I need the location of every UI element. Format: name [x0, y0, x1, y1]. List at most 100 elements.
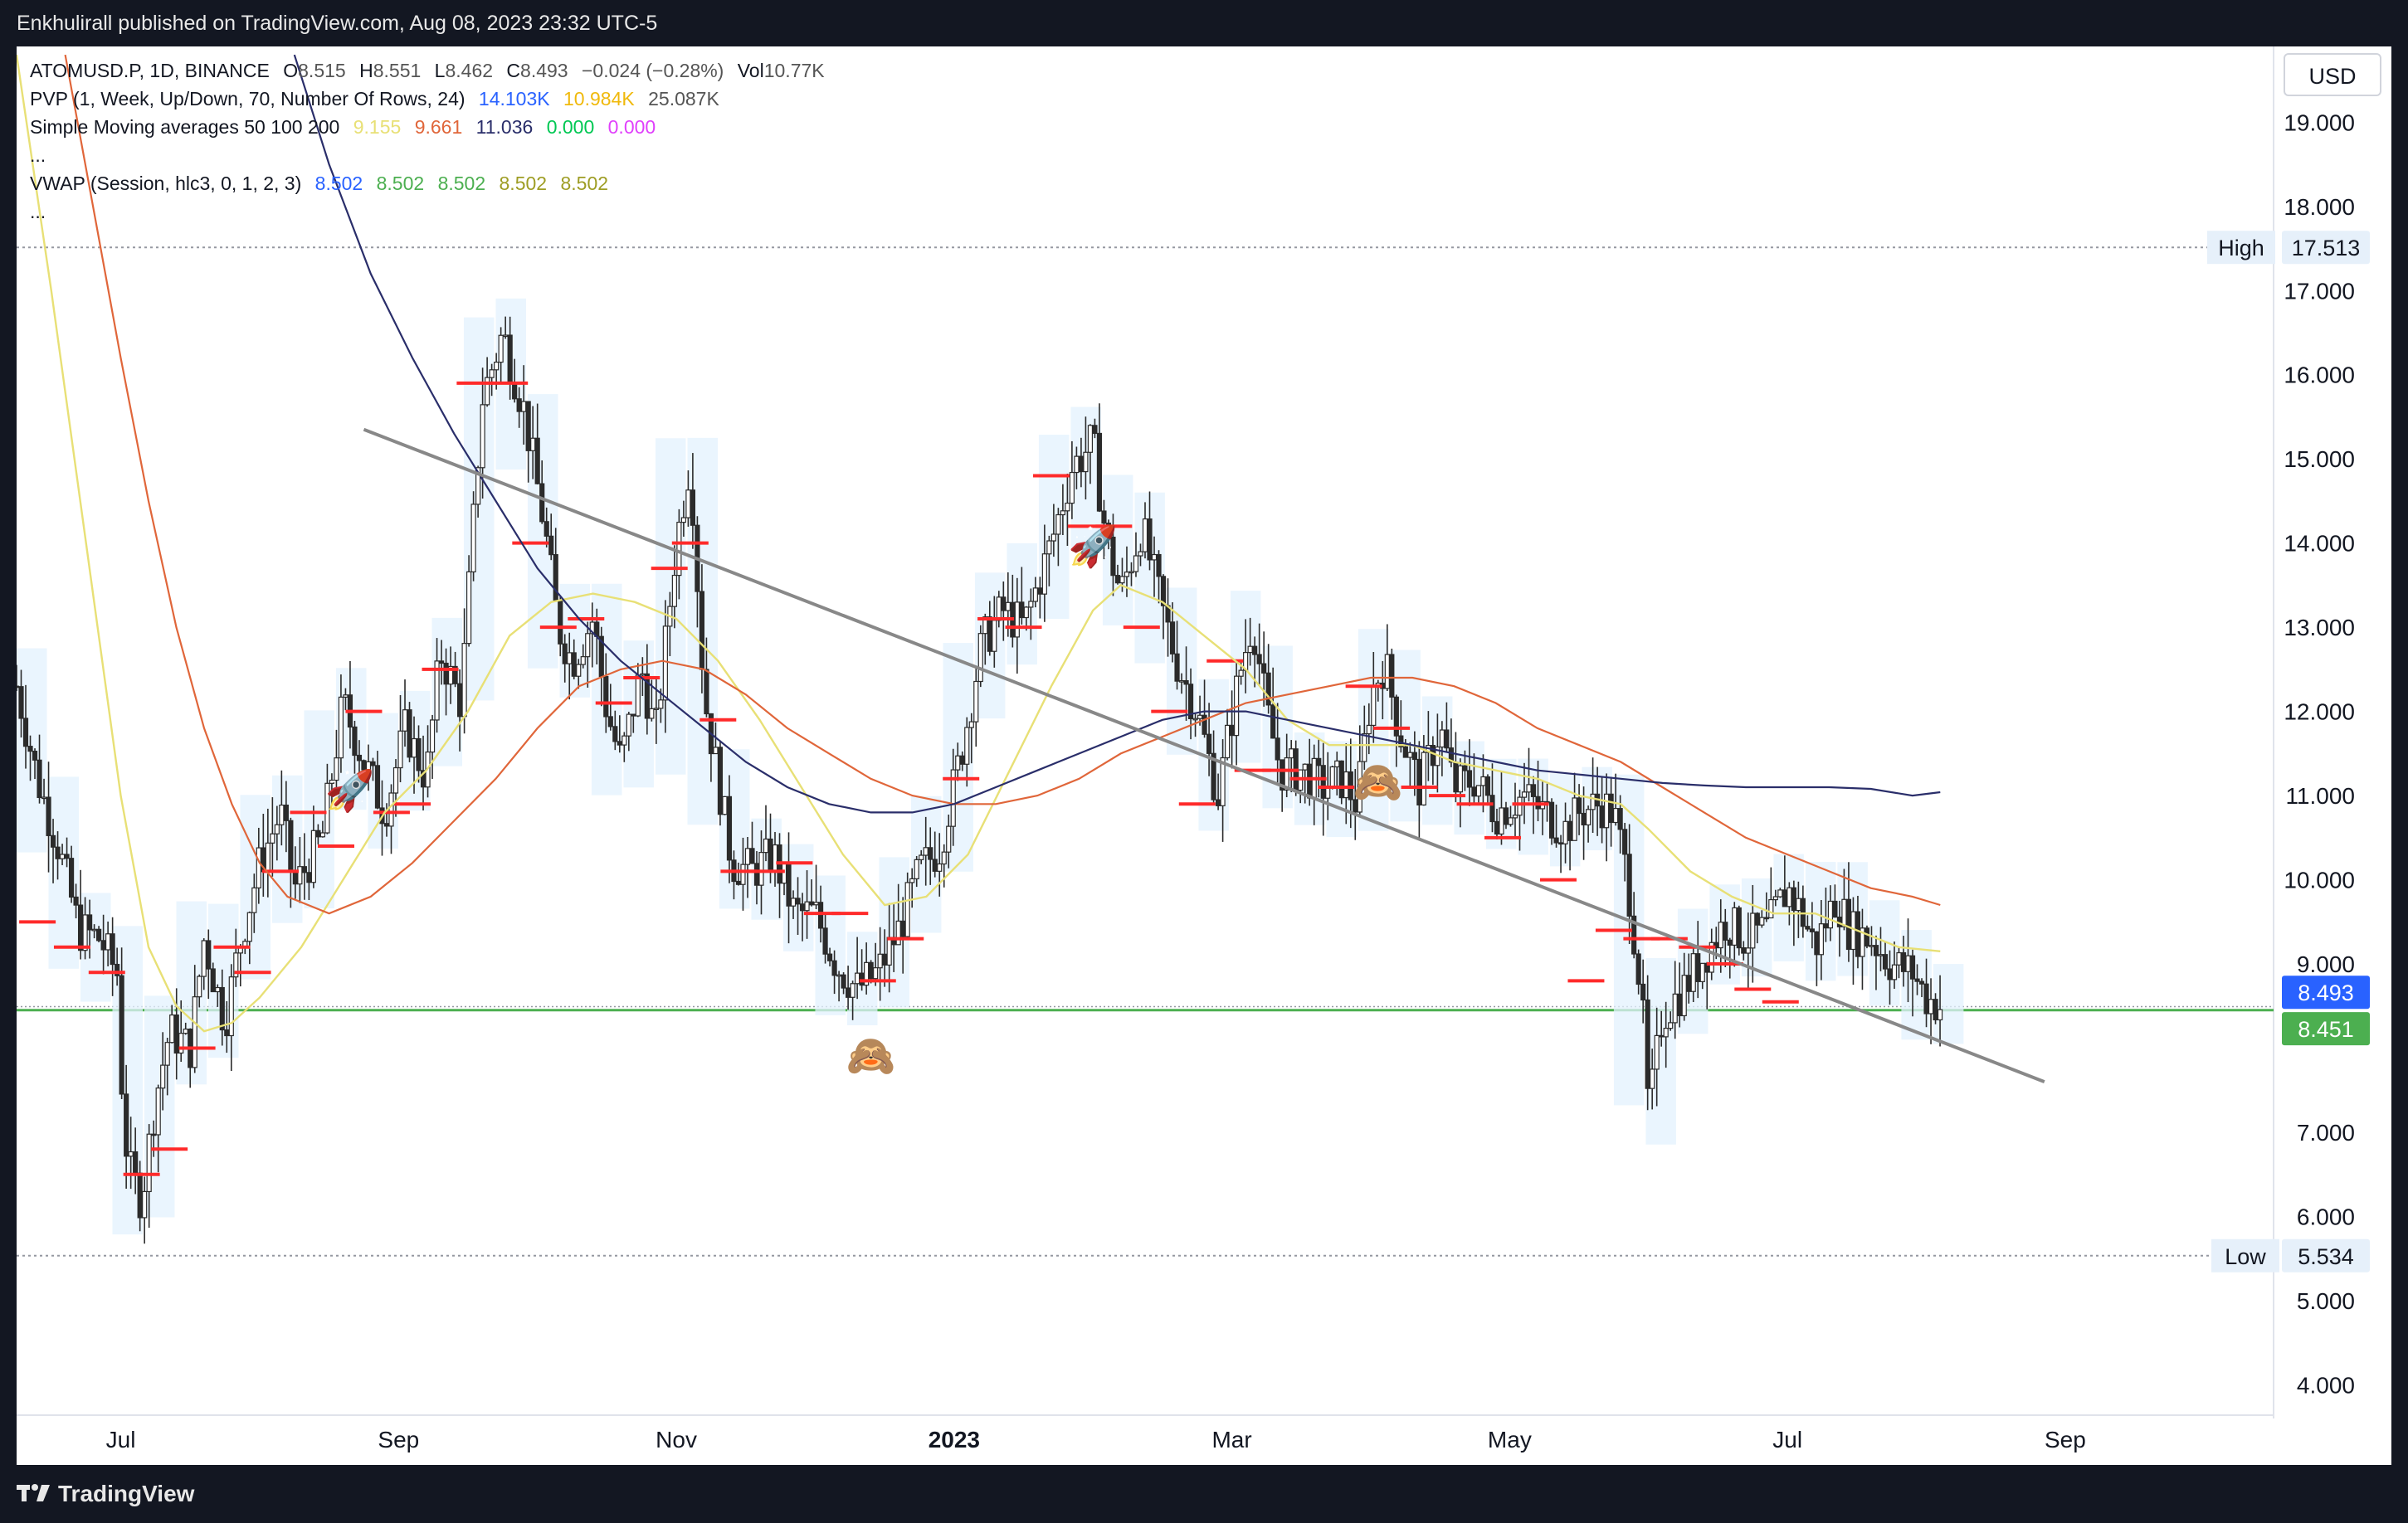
candle-body	[1777, 889, 1783, 898]
sma200-value: 11.036	[475, 116, 534, 138]
candle-body	[319, 832, 326, 838]
candle-body	[1128, 571, 1134, 574]
rocket-marker-0: 🚀	[325, 767, 375, 813]
candle-body	[855, 972, 860, 985]
candle-body	[1745, 947, 1751, 954]
candle-body	[758, 852, 764, 886]
candle-body	[516, 398, 522, 412]
candle-body	[1206, 733, 1212, 754]
candle-body	[576, 664, 582, 677]
time-axis-label-3: 2023	[929, 1427, 980, 1452]
candle-body	[137, 1172, 143, 1219]
symbol-legend-row[interactable]: ATOMUSD.P, 1D, BINANCE O8.515 H8.551 L8.…	[30, 56, 825, 85]
candle-body	[251, 887, 257, 913]
candle-body	[786, 863, 792, 907]
vwap-value-2: 8.502	[376, 173, 425, 194]
candle-body	[1599, 805, 1605, 829]
candle-body	[1626, 854, 1632, 917]
candle-body	[73, 896, 79, 906]
volume-profile-boxes	[17, 298, 1964, 1235]
candle-body	[1503, 807, 1509, 825]
candle-body	[407, 709, 412, 758]
candle-body	[1407, 752, 1413, 758]
legend-more-1[interactable]: ...	[30, 144, 46, 166]
candle-body	[142, 1190, 148, 1219]
volume-profile-box	[1933, 964, 1964, 1044]
candle-body	[1338, 760, 1344, 799]
candle-body	[1750, 912, 1756, 949]
candle-body	[644, 673, 650, 719]
candle-body	[749, 848, 755, 864]
candle-body	[173, 1015, 179, 1054]
legend-more-2[interactable]: ...	[30, 201, 46, 222]
candle-body	[950, 769, 956, 827]
candle-body	[343, 694, 349, 698]
candle-body	[82, 914, 88, 951]
candle-body	[799, 903, 806, 912]
pvp-legend-row[interactable]: PVP (1, Week, Up/Down, 70, Number Of Row…	[30, 85, 825, 113]
candle-body	[392, 766, 399, 794]
pvp-value-down: 10.984K	[563, 88, 635, 109]
candle-body	[1265, 672, 1271, 706]
candle-body	[1156, 553, 1162, 577]
candle-body	[115, 963, 120, 976]
candle-body	[1668, 1022, 1674, 1029]
candle-body	[397, 730, 403, 769]
candle-body	[1393, 696, 1399, 737]
candle-body	[1466, 770, 1473, 788]
candle-body	[1229, 724, 1235, 737]
candle-body	[1759, 917, 1765, 926]
price-axis-label-11: 7.000	[2297, 1120, 2355, 1146]
candle-body	[1225, 724, 1231, 759]
tradingview-logo-icon	[17, 1484, 50, 1501]
candle-body	[151, 1133, 157, 1136]
price-axis-label-14: 4.000	[2297, 1372, 2355, 1398]
candle-body	[1823, 923, 1829, 929]
time-axis-label-4: Mar	[1211, 1427, 1251, 1452]
candle-body	[959, 755, 965, 765]
currency-button[interactable]: USD	[2284, 53, 2381, 96]
candle-body	[1887, 968, 1893, 980]
last-price-value: 8.493	[2298, 980, 2354, 1005]
candle-body	[914, 859, 919, 879]
candle-body	[1736, 907, 1742, 949]
candle-body	[1754, 912, 1760, 926]
candle-body	[1398, 735, 1404, 747]
candle-body	[489, 369, 495, 378]
pvp-value-up: 14.103K	[478, 88, 550, 109]
candle-body	[1567, 820, 1573, 841]
sma-legend-row[interactable]: Simple Moving averages 50 100 200 9.155 …	[30, 113, 825, 141]
candle-body	[438, 660, 445, 664]
candle-body	[124, 1093, 129, 1157]
candle-body	[96, 928, 102, 942]
open-value: 8.515	[298, 60, 346, 81]
candle-body	[868, 961, 874, 980]
price-axis-label-8: 11.000	[2285, 783, 2355, 809]
candle-body	[658, 699, 664, 709]
candle-body	[877, 953, 883, 969]
candle-body	[1183, 679, 1189, 685]
vwap-legend-row[interactable]: VWAP (Session, hlc3, 0, 1, 2, 3) 8.502 8…	[30, 169, 825, 197]
candle-body	[1247, 645, 1253, 654]
candle-body	[1261, 663, 1267, 674]
candle-body	[1489, 795, 1495, 823]
candle-body	[781, 863, 787, 884]
price-axis-label-4: 15.000	[2284, 446, 2355, 472]
vwap-name: VWAP (Session, hlc3, 0, 1, 2, 3)	[30, 173, 302, 194]
candle-body	[1174, 653, 1180, 682]
candle-body	[1718, 922, 1723, 949]
candle-body	[288, 820, 294, 872]
price-axis-label-6: 13.000	[2284, 615, 2355, 640]
candle-body	[1709, 942, 1714, 973]
candle-body	[1101, 510, 1107, 524]
candle-body	[631, 713, 636, 717]
candle-body	[1787, 887, 1792, 907]
candle-body	[919, 854, 924, 860]
candle-body	[1357, 761, 1362, 813]
candle-body	[1645, 999, 1650, 1089]
time-axis-label-5: May	[1488, 1427, 1532, 1452]
candle-body	[1083, 451, 1089, 473]
candle-body	[429, 719, 436, 753]
descending-trendline	[363, 427, 2045, 1083]
